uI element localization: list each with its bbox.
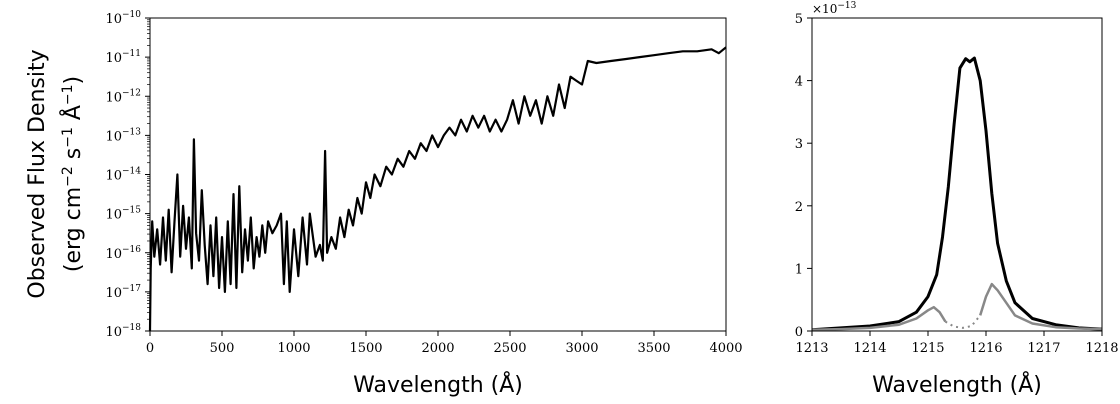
left-x-tick-label: 1000 (277, 341, 310, 356)
right-series-line-2 (979, 282, 1103, 331)
left-y-tick-label: 10−14 (105, 167, 141, 184)
left-x-axis-label: Wavelength (Å) (353, 371, 523, 398)
right-plot-frame (811, 17, 1103, 332)
left-x-ticks: 0 500 1000 1500 2000 2500 3000 3500 4000 (146, 331, 743, 356)
left-panel: 0 500 1000 1500 2000 2500 3000 3500 4000 10−1810… (25, 10, 743, 398)
left-x-tick-label: 1500 (349, 341, 382, 356)
right-series-group (811, 56, 1103, 332)
left-x-tick-label: 2500 (493, 341, 526, 356)
left-x-tick-label: 3500 (637, 341, 670, 356)
left-y-tick-label: 10−13 (105, 127, 141, 144)
left-y-tick-label: 10−16 (105, 245, 141, 262)
left-y-tick-label: 10−10 (105, 10, 141, 27)
right-x-tick-label: 1213 (795, 341, 828, 356)
right-x-tick-label: 1217 (1027, 341, 1060, 356)
left-x-tick-label: 4000 (709, 341, 742, 356)
left-series-group (148, 46, 727, 332)
right-y-tick-label: 2 (795, 200, 803, 215)
left-x-tick-label: 2000 (421, 341, 454, 356)
right-y-ticks: 0 1 2 3 4 5 (795, 12, 812, 340)
left-series-line-0 (148, 46, 727, 332)
left-x-tick-label: 3000 (565, 341, 598, 356)
left-y-axis-label-line2: (erg cm−2 s−1 Å−1) (59, 76, 86, 272)
left-x-tick-label: 500 (210, 341, 235, 356)
right-y-tick-label: 5 (795, 12, 803, 27)
right-y-tick-label: 3 (795, 137, 803, 152)
left-y-tick-label: 10−11 (105, 49, 141, 66)
right-y-multiplier: ×10−13 (812, 1, 857, 16)
right-x-tick-label: 1215 (911, 341, 944, 356)
right-series-line-3 (944, 314, 981, 329)
right-y-tick-label: 1 (795, 262, 803, 277)
left-y-axis-label-line1: Observed Flux Density (25, 49, 50, 298)
right-y-tick-label: 4 (795, 75, 803, 90)
right-series-line-0 (811, 56, 1103, 332)
right-series-line-1 (811, 305, 947, 331)
left-y-tick-label: 10−12 (105, 88, 141, 105)
left-y-ticks: 10−18 10−17 10−16 10−15 10−14 10−13 10−12 10−11… (105, 10, 150, 340)
left-y-tick-label: 10−17 (105, 284, 141, 301)
right-panel: 1213 1214 1215 1216 1217 1218 0 1 2 3 4 5 ×10−13 W… (795, 1, 1119, 398)
right-y-tick-label: 0 (795, 325, 803, 340)
right-x-tick-label: 1214 (853, 341, 886, 356)
left-x-tick-label: 0 (146, 341, 154, 356)
right-x-ticks: 1213 1214 1215 1216 1217 1218 (795, 331, 1119, 356)
right-x-tick-label: 1216 (969, 341, 1002, 356)
left-y-tick-label: 10−18 (105, 323, 141, 340)
right-x-axis-label: Wavelength (Å) (872, 371, 1042, 398)
left-y-tick-label: 10−15 (105, 206, 141, 223)
right-x-tick-label: 1218 (1085, 341, 1118, 356)
